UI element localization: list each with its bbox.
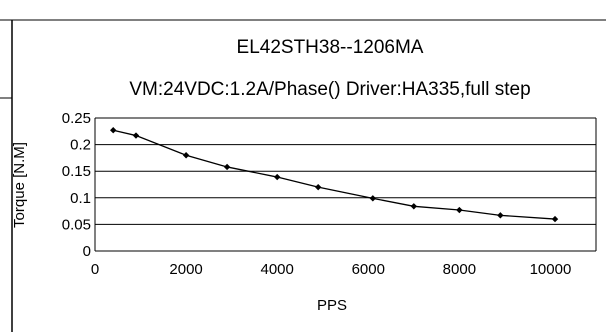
x-tick-label: 2000 xyxy=(169,261,202,278)
y-tick-label: 0.25 xyxy=(62,110,91,127)
x-tick-label: 4000 xyxy=(260,261,293,278)
x-tick-label: 0 xyxy=(91,261,99,278)
data-point xyxy=(182,152,190,159)
chart-subtitle: VM:24VDC:1.2A/Phase() Driver:HA335,full … xyxy=(129,79,530,100)
y-tick-label: 0.2 xyxy=(70,137,91,154)
series-layer xyxy=(110,127,559,223)
grid-lines xyxy=(94,117,597,252)
y-tick-label: 0 xyxy=(83,243,91,260)
data-point xyxy=(410,203,418,210)
data-point xyxy=(497,212,504,219)
x-tick-label: 6000 xyxy=(352,261,385,278)
data-point xyxy=(110,127,117,134)
data-point xyxy=(314,183,322,191)
data-point xyxy=(132,132,140,139)
data-point xyxy=(223,163,231,171)
chart-title: EL42STH38--1206MA xyxy=(237,37,424,58)
data-point xyxy=(551,215,559,223)
y-tick-label: 0.1 xyxy=(70,190,91,207)
x-tick-label: 10000 xyxy=(530,261,572,278)
data-point xyxy=(456,206,463,214)
y-tick-labels: 0.25 0.2 0.15 0.1 0.05 0 xyxy=(62,110,91,260)
y-axis-label: Torque [N.M] xyxy=(11,142,28,228)
y-tick-label: 0.15 xyxy=(62,163,91,180)
data-point xyxy=(369,195,377,202)
x-axis-label: PPS xyxy=(317,297,347,314)
data-point xyxy=(273,173,281,181)
series-line xyxy=(113,129,556,220)
x-tick-label: 8000 xyxy=(443,261,476,278)
x-tick-labels: 0 2000 4000 6000 8000 10000 xyxy=(91,261,571,278)
y-tick-label: 0.05 xyxy=(62,216,91,233)
